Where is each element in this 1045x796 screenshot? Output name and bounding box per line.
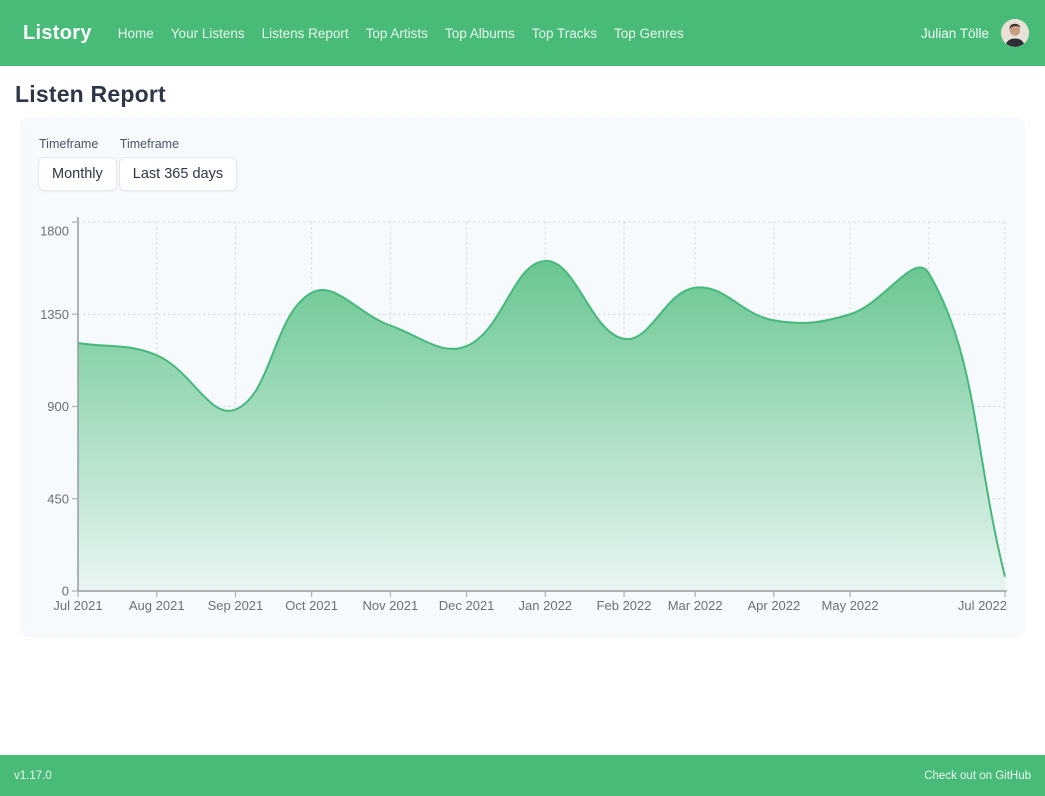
- timeframe-range-select[interactable]: Last 365 days: [118, 157, 238, 191]
- timeframe-controls: Timeframe Monthly Timeframe Last 365 day…: [38, 135, 1007, 191]
- app-logo[interactable]: Listory: [23, 21, 92, 44]
- user-name[interactable]: Julian Tölle: [920, 25, 989, 41]
- svg-text:Jan 2022: Jan 2022: [519, 598, 573, 613]
- timeframe-range-control: Timeframe Last 365 days: [118, 135, 238, 191]
- svg-text:Jul 2021: Jul 2021: [53, 598, 102, 613]
- svg-text:Dec 2021: Dec 2021: [439, 598, 495, 613]
- svg-text:May 2022: May 2022: [822, 598, 879, 613]
- timeframe-range-label: Timeframe: [119, 137, 180, 151]
- svg-text:Apr 2022: Apr 2022: [747, 598, 800, 613]
- avatar-photo-icon: [1001, 19, 1029, 47]
- timeframe-unit-control: Timeframe Monthly: [38, 135, 117, 191]
- area-chart-canvas: 0 450 900 1350 1800 Jul 2021 Aug 2021 Sep 2021 O…: [40, 217, 1007, 613]
- user-avatar[interactable]: [1001, 19, 1029, 47]
- nav-item-top-artists[interactable]: Top Artists: [365, 25, 428, 41]
- main-nav: Home Your Listens Listens Report Top Art…: [118, 26, 684, 41]
- report-card: Timeframe Monthly Timeframe Last 365 day…: [20, 117, 1025, 637]
- svg-text:1350: 1350: [40, 307, 69, 322]
- svg-text:Jul 2022: Jul 2022: [958, 598, 1007, 613]
- nav-item-home[interactable]: Home: [117, 25, 154, 41]
- svg-text:450: 450: [47, 491, 69, 506]
- nav-item-top-albums[interactable]: Top Albums: [444, 25, 515, 41]
- nav-item-top-genres[interactable]: Top Genres: [614, 25, 684, 41]
- timeframe-unit-select[interactable]: Monthly: [38, 157, 117, 191]
- svg-text:Feb 2022: Feb 2022: [597, 598, 652, 613]
- github-link[interactable]: Check out on GitHub: [924, 769, 1031, 782]
- main-content: Listen Report Timeframe Monthly Timefram…: [0, 81, 1045, 637]
- page-title: Listen Report: [15, 81, 166, 107]
- svg-text:0: 0: [62, 584, 69, 599]
- listens-area-chart[interactable]: 0 450 900 1350 1800 Jul 2021 Aug 2021 Sep 2021 O…: [38, 214, 1007, 620]
- footer: v1.17.0 Check out on GitHub: [0, 755, 1045, 796]
- svg-text:Nov 2021: Nov 2021: [363, 598, 419, 613]
- svg-text:1800: 1800: [40, 224, 69, 239]
- svg-text:Mar 2022: Mar 2022: [668, 598, 723, 613]
- svg-text:900: 900: [47, 399, 69, 414]
- nav-item-listens-report[interactable]: Listens Report: [261, 25, 349, 41]
- timeframe-unit-label: Timeframe: [39, 137, 99, 151]
- navbar-user-area: Julian Tölle: [921, 19, 1029, 47]
- svg-text:Aug 2021: Aug 2021: [129, 598, 185, 613]
- nav-item-top-tracks[interactable]: Top Tracks: [531, 25, 598, 41]
- navbar: Listory Home Your Listens Listens Report…: [0, 0, 1045, 66]
- svg-text:Sep 2021: Sep 2021: [208, 598, 264, 613]
- nav-item-your-listens[interactable]: Your Listens: [170, 25, 245, 41]
- version-label: v1.17.0: [14, 769, 52, 782]
- svg-text:Oct 2021: Oct 2021: [285, 598, 338, 613]
